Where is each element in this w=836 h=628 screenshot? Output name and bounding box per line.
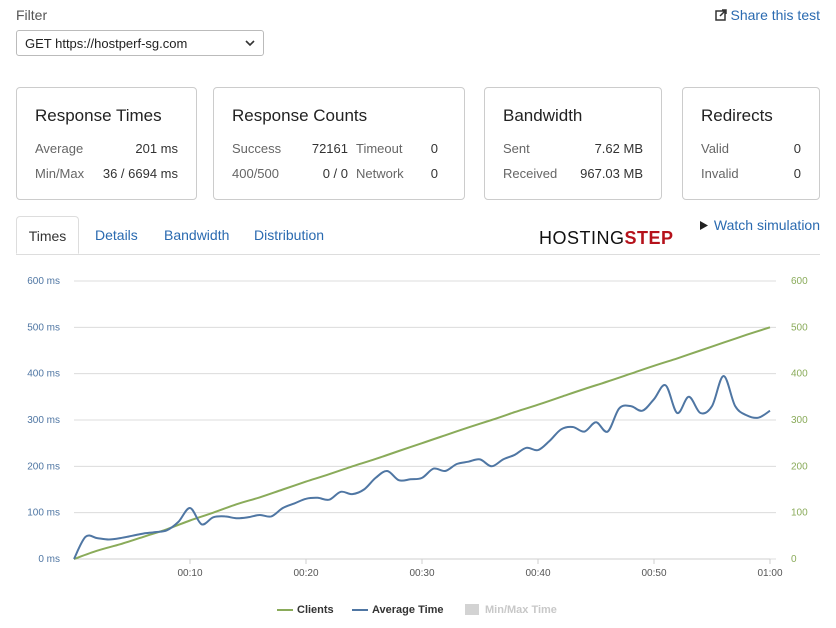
legend-average-time[interactable]: Average Time [372, 604, 444, 616]
left-y-tick-label: 600 ms [27, 276, 60, 287]
card-title: Bandwidth [503, 106, 583, 125]
tab-distribution[interactable]: Distribution [254, 227, 325, 243]
filter-selected-value: GET https://hostperf-sg.com [25, 35, 188, 51]
legend-minmax-time[interactable]: Min/Max Time [485, 604, 557, 616]
watch-simulation-link[interactable]: Watch simulation [699, 217, 820, 233]
response-counts-card: Response Counts Success 72161 Timeout 0 … [213, 87, 465, 200]
right-y-tick-label: 600 [791, 276, 808, 287]
left-y-tick-label: 500 ms [27, 322, 60, 333]
success-label: Success [232, 141, 282, 156]
x-tick-label: 00:50 [641, 568, 666, 579]
clients-legend-swatch [277, 609, 293, 611]
x-tick-label: 01:00 [757, 568, 782, 579]
network-value: 0 [430, 166, 438, 181]
bandwidth-card: Bandwidth Sent 7.62 MB Received 967.03 MB [484, 87, 662, 200]
average-time-series-line [73, 374, 771, 560]
filter-select[interactable]: GET https://hostperf-sg.com [16, 30, 264, 56]
right-y-tick-label: 0 [791, 554, 797, 565]
average-time-legend-swatch [352, 609, 368, 611]
filter-label: Filter [16, 7, 48, 23]
minmax-label: Min/Max [35, 166, 85, 181]
chart-grid [74, 280, 776, 560]
average-value: 201 ms [135, 141, 178, 156]
left-y-tick-label: 400 ms [27, 369, 60, 380]
share-test-link[interactable]: Share this test [714, 7, 821, 23]
response-times-card: Response Times Average 201 ms Min/Max 36 /… [16, 87, 197, 200]
error-value: 0 / 0 [322, 166, 348, 181]
play-icon [699, 220, 708, 230]
chevron-down-icon [245, 40, 255, 47]
tab-bandwidth[interactable]: Bandwidth [164, 227, 230, 243]
x-tick-label: 00:20 [293, 568, 318, 579]
left-y-tick-label: 200 ms [27, 461, 60, 472]
x-tick-label: 00:30 [409, 568, 434, 579]
card-title: Redirects [701, 106, 773, 125]
right-axis-ticks: 0 100 200 300 400 500 600 [791, 276, 808, 565]
timeout-value: 0 [430, 141, 438, 156]
right-y-tick-label: 400 [791, 369, 808, 380]
left-axis-ticks: 0 ms 100 ms 200 ms 300 ms 400 ms 500 ms 600 ms [27, 276, 60, 565]
valid-value: 0 [793, 141, 801, 156]
sent-value: 7.62 MB [594, 141, 643, 156]
network-label: Network [356, 166, 404, 181]
invalid-label: Invalid [701, 166, 739, 181]
tab-times[interactable]: Times [16, 216, 79, 254]
received-label: Received [503, 166, 558, 181]
error-label: 400/500 [232, 166, 279, 181]
card-title: Response Counts [232, 106, 368, 125]
tab-bar: Times Details Bandwidth Distribution [16, 216, 820, 255]
left-y-tick-label: 300 ms [27, 415, 60, 426]
times-chart: 0 ms 100 ms 200 ms 300 ms 400 ms 500 ms 600 ms… [27, 276, 808, 579]
share-icon [714, 9, 727, 21]
right-y-tick-label: 500 [791, 322, 808, 333]
right-y-tick-label: 300 [791, 415, 808, 426]
logo-part-1: HOSTING [539, 228, 625, 248]
success-value: 72161 [311, 141, 348, 156]
sent-label: Sent [503, 141, 530, 156]
right-y-tick-label: 100 [791, 508, 808, 519]
legend-clients[interactable]: Clients [297, 604, 334, 616]
right-y-tick-label: 200 [791, 461, 808, 472]
received-value: 967.03 MB [580, 166, 643, 181]
x-tick-label: 00:40 [525, 568, 550, 579]
left-y-tick-label: 100 ms [27, 508, 60, 519]
card-title: Response Times [35, 106, 162, 125]
average-label: Average [35, 141, 84, 156]
clients-series-line [73, 326, 771, 560]
watch-simulation-label: Watch simulation [713, 217, 820, 233]
logo-part-2: STEP [624, 228, 674, 248]
hostingstep-logo: HOSTINGSTEP [539, 228, 674, 249]
redirects-card: Redirects Valid 0 Invalid 0 [682, 87, 820, 200]
minmax-legend-swatch [465, 604, 479, 615]
left-y-tick-label: 0 ms [38, 554, 60, 565]
x-axis-ticks: 00:10 00:20 00:30 00:40 00:50 01:00 [177, 559, 783, 579]
valid-label: Valid [701, 141, 729, 156]
minmax-value: 36 / 6694 ms [102, 166, 178, 181]
x-tick-label: 00:10 [177, 568, 202, 579]
timeout-label: Timeout [356, 141, 403, 156]
tab-details[interactable]: Details [95, 227, 138, 243]
share-label: Share this test [730, 7, 821, 23]
invalid-value: 0 [793, 166, 801, 181]
